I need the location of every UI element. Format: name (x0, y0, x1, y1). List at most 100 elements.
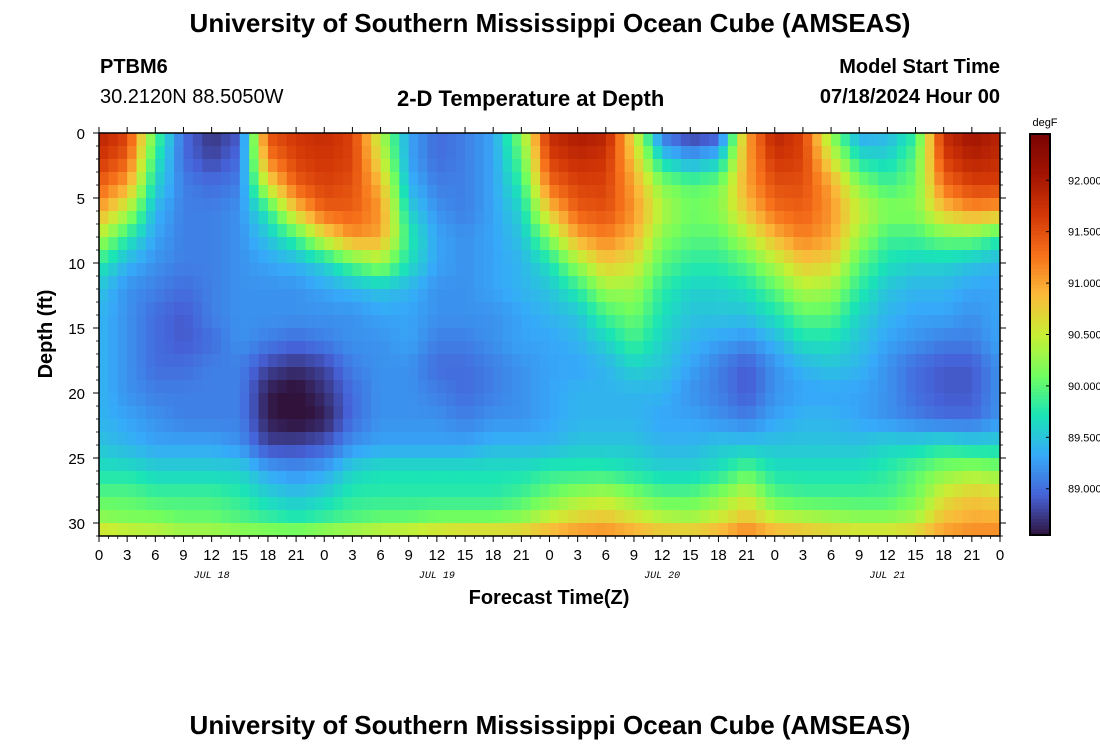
heatmap-cell (465, 224, 476, 238)
colorbar-segment (1030, 180, 1050, 185)
heatmap-cell (906, 185, 917, 199)
heatmap-cell (183, 302, 194, 316)
heatmap-cell (812, 302, 823, 316)
heatmap-cell (493, 406, 504, 420)
heatmap-cell (831, 354, 842, 368)
heatmap-cell (718, 146, 729, 160)
heatmap-cell (680, 432, 691, 446)
heatmap-cell (164, 328, 175, 342)
heatmap-cell (831, 523, 842, 536)
heatmap-cell (296, 432, 307, 446)
colorbar-segment (1030, 137, 1050, 142)
heatmap-cell (136, 445, 147, 459)
heatmap-cell (990, 471, 1000, 485)
heatmap-cell (267, 237, 278, 251)
heatmap-cell (737, 159, 748, 173)
heatmap-cell (549, 172, 560, 186)
heatmap-cell (211, 159, 222, 173)
heatmap-cell (145, 224, 156, 238)
heatmap-cell (436, 367, 447, 381)
date-label: JUL 21 (869, 571, 905, 582)
heatmap-cell (652, 523, 663, 536)
heatmap-cell (605, 250, 616, 264)
heatmap-cell (737, 341, 748, 355)
heatmap-cell (868, 159, 879, 173)
heatmap-cell (277, 315, 288, 329)
heatmap-cell (981, 263, 992, 277)
heatmap-cell (455, 393, 466, 407)
heatmap-cell (324, 263, 335, 277)
heatmap-cell (680, 354, 691, 368)
heatmap-cell (174, 341, 185, 355)
heatmap-cell (915, 172, 926, 186)
heatmap-cell (446, 172, 457, 186)
heatmap-cell (145, 211, 156, 225)
heatmap-cell (296, 263, 307, 277)
heatmap-cell (924, 406, 935, 420)
heatmap-cell (774, 302, 785, 316)
colorbar-segment (1030, 190, 1050, 195)
heatmap-cell (718, 380, 729, 394)
heatmap-cell (981, 237, 992, 251)
heatmap-cell (108, 289, 119, 303)
heatmap-cell (540, 458, 551, 472)
heatmap-cell (136, 406, 147, 420)
heatmap-cell (530, 354, 541, 368)
heatmap-cell (549, 445, 560, 459)
heatmap-cell (465, 406, 476, 420)
heatmap-cell (540, 263, 551, 277)
heatmap-cell (305, 263, 316, 277)
heatmap-cell (680, 380, 691, 394)
heatmap-cell (953, 341, 964, 355)
heatmap-cell (108, 497, 119, 511)
heatmap-cell (239, 250, 250, 264)
heatmap-cell (802, 198, 813, 212)
heatmap-cell (962, 354, 973, 368)
heatmap-cell (615, 315, 626, 329)
heatmap-cell (164, 471, 175, 485)
heatmap-cell (174, 458, 185, 472)
heatmap-cell (99, 198, 109, 212)
heatmap-cell (389, 367, 400, 381)
heatmap-cell (981, 146, 992, 160)
heatmap-cell (314, 289, 325, 303)
colorbar-segment (1030, 154, 1050, 158)
heatmap-cell (849, 289, 860, 303)
colorbar-segment (1030, 518, 1050, 523)
heatmap-cell (324, 198, 335, 212)
heatmap-cell (868, 484, 879, 498)
heatmap-cell (605, 510, 616, 524)
heatmap-cell (624, 380, 635, 394)
heatmap-cell (859, 289, 870, 303)
heatmap-cell (221, 289, 231, 303)
heatmap-cell (680, 510, 691, 524)
heatmap-cell (399, 367, 410, 381)
heatmap-cell (493, 159, 504, 173)
heatmap-cell (361, 380, 372, 394)
heatmap-cell (568, 432, 579, 446)
heatmap-cell (474, 198, 485, 212)
heatmap-cell (493, 211, 504, 225)
heatmap-cell (361, 198, 372, 212)
heatmap-cell (493, 380, 504, 394)
heatmap-cell (596, 172, 607, 186)
heatmap-cell (737, 471, 748, 485)
heatmap-cell (465, 198, 476, 212)
heatmap-cell (521, 406, 532, 420)
heatmap-cell (521, 133, 532, 147)
heatmap-cell (192, 224, 203, 238)
heatmap-cell (418, 133, 429, 147)
heatmap-cell (671, 445, 682, 459)
heatmap-cell (286, 250, 297, 264)
heatmap-cell (399, 224, 410, 238)
heatmap-cell (117, 172, 128, 186)
heatmap-cell (221, 159, 231, 173)
heatmap-cell (164, 523, 175, 536)
heatmap-cell (380, 510, 391, 524)
heatmap-cell (906, 341, 917, 355)
heatmap-cell (840, 406, 851, 420)
heatmap-cell (577, 445, 588, 459)
heatmap-cell (840, 328, 851, 342)
heatmap-cell (662, 445, 673, 459)
heatmap-cell (662, 133, 673, 147)
